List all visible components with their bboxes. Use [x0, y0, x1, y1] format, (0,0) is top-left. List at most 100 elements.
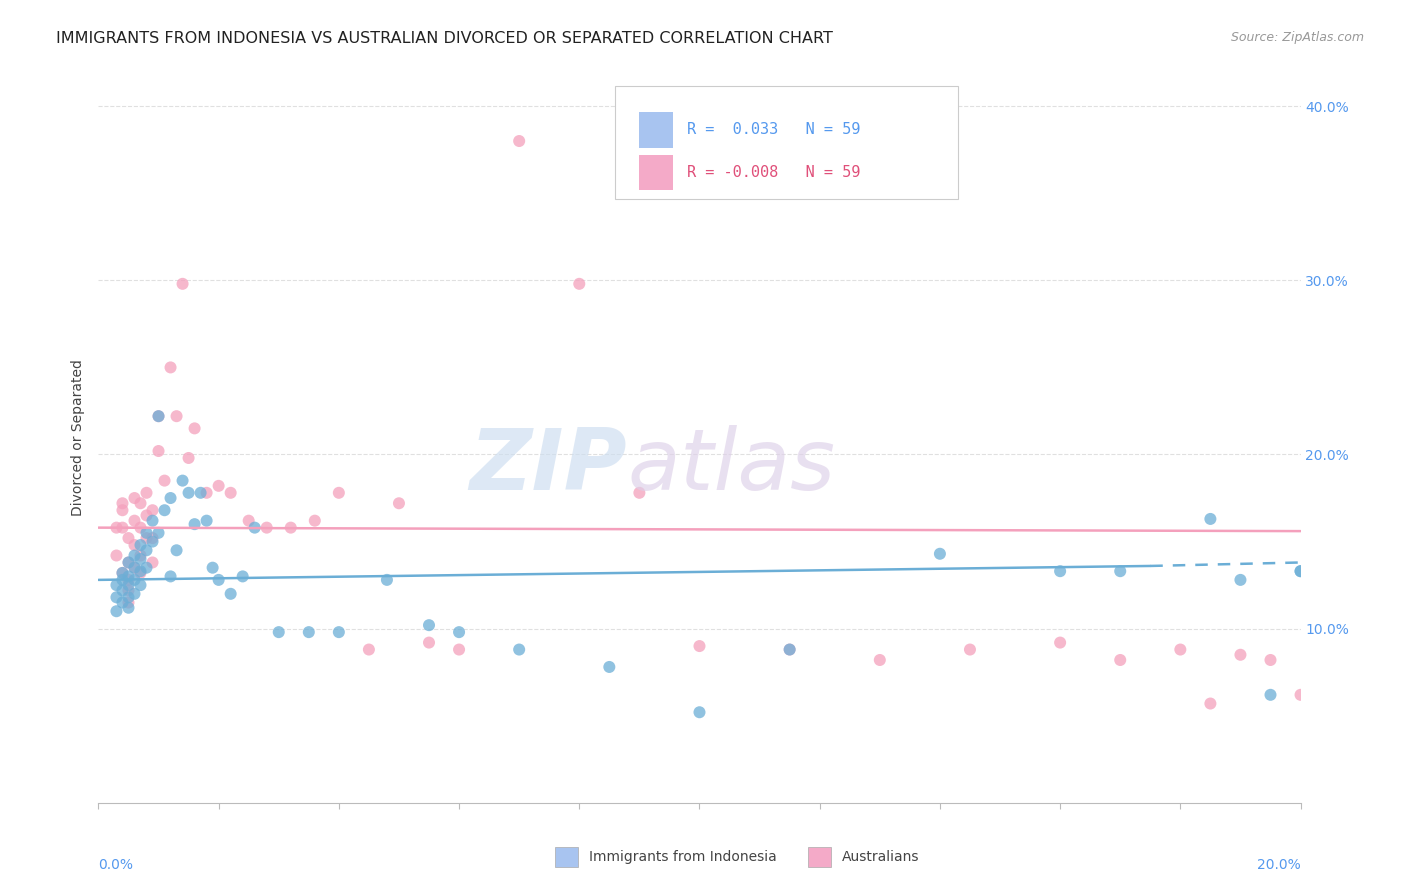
Point: [1049, 564, 1071, 578]
Point: [124, 573, 146, 587]
Point: [135, 531, 157, 545]
Point: [159, 491, 181, 505]
Point: [105, 604, 128, 618]
Text: 20.0%: 20.0%: [1257, 858, 1301, 872]
Point: [195, 485, 218, 500]
Point: [183, 421, 205, 435]
Point: [779, 642, 801, 657]
Point: [124, 560, 146, 574]
Point: [129, 564, 152, 578]
Point: [869, 653, 891, 667]
Point: [328, 485, 350, 500]
Point: [447, 642, 470, 657]
Point: [689, 639, 711, 653]
Point: [148, 409, 170, 424]
Point: [148, 409, 170, 424]
Point: [689, 705, 711, 719]
Point: [1289, 688, 1312, 702]
Point: [117, 583, 139, 598]
Point: [388, 496, 411, 510]
Point: [628, 485, 651, 500]
Point: [111, 496, 134, 510]
Point: [135, 525, 157, 540]
Point: [105, 578, 128, 592]
Text: R =  0.033   N = 59: R = 0.033 N = 59: [688, 122, 860, 137]
Point: [135, 485, 157, 500]
Point: [111, 503, 134, 517]
Point: [568, 277, 591, 291]
Point: [508, 642, 530, 657]
Point: [124, 587, 146, 601]
Point: [111, 521, 134, 535]
Point: [959, 642, 981, 657]
Point: [598, 660, 620, 674]
Text: Source: ZipAtlas.com: Source: ZipAtlas.com: [1230, 31, 1364, 45]
Point: [183, 517, 205, 532]
Point: [124, 549, 146, 563]
Text: R = -0.008   N = 59: R = -0.008 N = 59: [688, 165, 860, 180]
Point: [111, 595, 134, 609]
Point: [219, 587, 242, 601]
Point: [238, 514, 260, 528]
Point: [153, 503, 176, 517]
Point: [256, 521, 278, 535]
Point: [304, 514, 326, 528]
Point: [159, 360, 181, 375]
Text: 0.0%: 0.0%: [98, 858, 134, 872]
Point: [141, 514, 163, 528]
Point: [148, 525, 170, 540]
Point: [117, 573, 139, 587]
Point: [1049, 635, 1071, 649]
Point: [232, 569, 254, 583]
Point: [117, 556, 139, 570]
Point: [105, 549, 128, 563]
Text: Immigrants from Indonesia: Immigrants from Indonesia: [589, 850, 778, 864]
Point: [129, 496, 152, 510]
Point: [280, 521, 302, 535]
Point: [135, 543, 157, 558]
Point: [124, 514, 146, 528]
Point: [1170, 642, 1192, 657]
Point: [153, 474, 176, 488]
Point: [1260, 688, 1282, 702]
Point: [141, 503, 163, 517]
Point: [117, 600, 139, 615]
Point: [418, 635, 440, 649]
Point: [166, 543, 188, 558]
Point: [117, 569, 139, 583]
Point: [135, 508, 157, 523]
Point: [172, 474, 194, 488]
Point: [190, 485, 212, 500]
Point: [267, 625, 290, 640]
Point: [219, 485, 242, 500]
Point: [208, 573, 231, 587]
Point: [177, 450, 200, 465]
Point: [328, 625, 350, 640]
Point: [117, 591, 139, 605]
Point: [172, 277, 194, 291]
Point: [105, 521, 128, 535]
Point: [111, 573, 134, 587]
Point: [129, 549, 152, 563]
FancyBboxPatch shape: [616, 86, 957, 200]
Text: IMMIGRANTS FROM INDONESIA VS AUSTRALIAN DIVORCED OR SEPARATED CORRELATION CHART: IMMIGRANTS FROM INDONESIA VS AUSTRALIAN …: [56, 31, 834, 46]
Text: Australians: Australians: [842, 850, 920, 864]
Point: [375, 573, 398, 587]
Text: ZIP: ZIP: [470, 425, 627, 508]
Point: [177, 485, 200, 500]
Point: [111, 583, 134, 598]
Point: [135, 560, 157, 574]
Point: [124, 491, 146, 505]
Point: [159, 569, 181, 583]
Point: [148, 444, 170, 458]
Point: [129, 538, 152, 552]
Point: [1199, 697, 1222, 711]
Point: [141, 531, 163, 545]
Point: [779, 642, 801, 657]
Point: [117, 531, 139, 545]
Point: [166, 409, 188, 424]
Point: [111, 566, 134, 580]
Point: [1289, 564, 1312, 578]
Point: [447, 625, 470, 640]
Point: [508, 134, 530, 148]
